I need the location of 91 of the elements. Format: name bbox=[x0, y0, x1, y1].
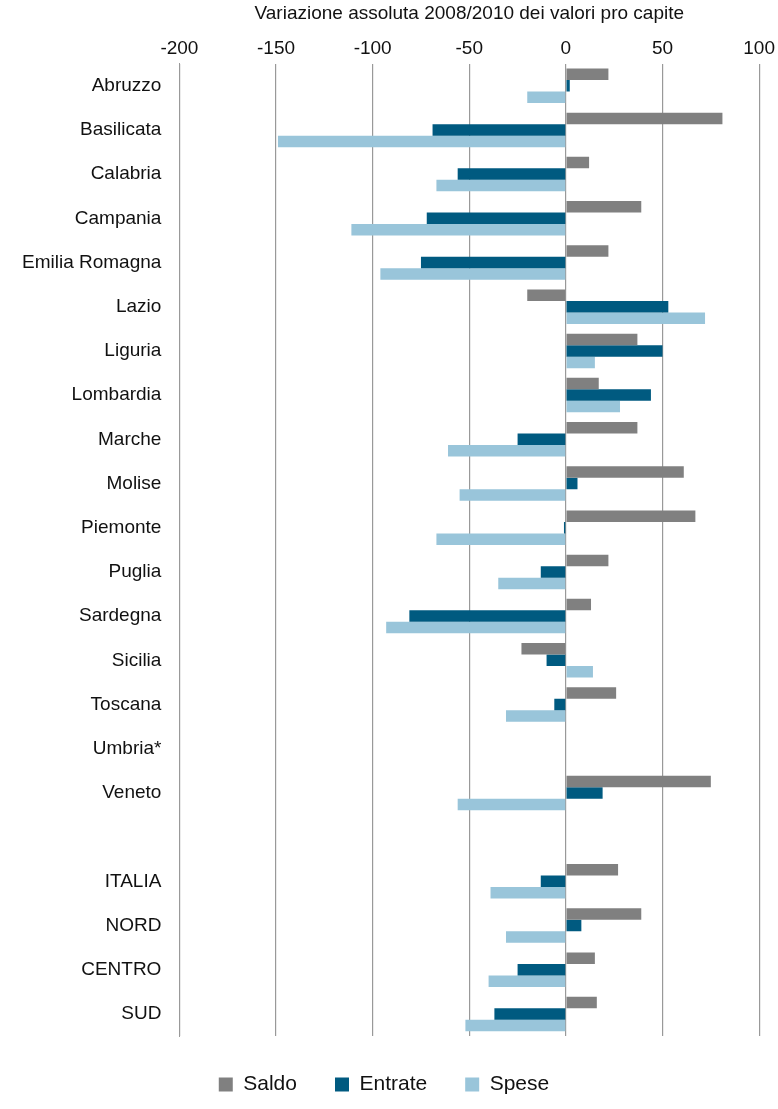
bar bbox=[554, 698, 566, 711]
bar bbox=[566, 908, 642, 920]
y-tick-label: Campania bbox=[74, 206, 162, 228]
bar bbox=[380, 268, 566, 280]
bar bbox=[517, 963, 566, 976]
bar bbox=[432, 124, 566, 136]
bar bbox=[494, 1008, 566, 1020]
bar bbox=[566, 787, 603, 799]
bar bbox=[488, 975, 566, 987]
legend-label: Entrate bbox=[359, 1071, 428, 1095]
bar bbox=[459, 489, 566, 501]
y-tick-label: Veneto bbox=[102, 781, 162, 803]
x-tick-label: -150 bbox=[257, 37, 296, 59]
bar bbox=[505, 931, 566, 943]
x-tick-label: 100 bbox=[743, 37, 775, 59]
bar bbox=[546, 654, 566, 667]
bar bbox=[436, 533, 566, 545]
bar bbox=[498, 577, 566, 590]
legend-label: Spese bbox=[489, 1071, 550, 1095]
legend-label: Saldo bbox=[243, 1071, 297, 1095]
y-tick-label: Umbria* bbox=[92, 736, 162, 758]
bar bbox=[490, 887, 566, 899]
bar bbox=[505, 710, 566, 722]
bar bbox=[540, 566, 566, 578]
bar bbox=[566, 598, 592, 611]
bar bbox=[566, 466, 684, 478]
y-tick-label: Calabria bbox=[90, 162, 162, 184]
bar bbox=[386, 621, 566, 634]
bar bbox=[566, 377, 599, 390]
bar bbox=[566, 864, 619, 876]
bar bbox=[566, 919, 582, 932]
bar bbox=[351, 224, 566, 236]
x-tick-label: 0 bbox=[560, 37, 572, 59]
x-tick-label: -100 bbox=[353, 37, 392, 59]
bar bbox=[566, 477, 578, 490]
bar bbox=[540, 875, 566, 888]
bar bbox=[566, 156, 590, 169]
bar bbox=[566, 952, 595, 964]
bar bbox=[566, 300, 669, 313]
bar bbox=[566, 996, 597, 1009]
bar bbox=[566, 68, 609, 80]
bar bbox=[426, 212, 566, 225]
y-tick-label: Sardegna bbox=[78, 604, 162, 626]
bar bbox=[436, 179, 566, 192]
y-tick-label: CENTRO bbox=[81, 957, 162, 979]
bar bbox=[566, 510, 696, 522]
y-tick-label: ITALIA bbox=[104, 869, 162, 891]
bar bbox=[527, 91, 566, 103]
bar bbox=[566, 356, 595, 369]
bar bbox=[409, 610, 566, 622]
bar bbox=[465, 1019, 566, 1032]
bar bbox=[566, 775, 711, 788]
bar bbox=[566, 112, 723, 125]
bar bbox=[566, 201, 642, 213]
bar bbox=[566, 245, 609, 257]
bar bbox=[566, 389, 651, 401]
bar bbox=[566, 687, 617, 699]
y-tick-label: Basilicata bbox=[80, 118, 162, 140]
bar bbox=[566, 79, 570, 92]
bar bbox=[457, 168, 566, 180]
bar bbox=[566, 422, 638, 434]
y-tick-label: NORD bbox=[105, 913, 162, 935]
bar bbox=[566, 666, 593, 678]
bar bbox=[566, 333, 638, 346]
bar bbox=[566, 312, 706, 324]
x-tick-label: -200 bbox=[160, 37, 199, 59]
bar bbox=[566, 345, 663, 357]
y-tick-label: Puglia bbox=[108, 560, 162, 582]
y-tick-label: Molise bbox=[106, 471, 162, 493]
y-tick-label: Lazio bbox=[115, 294, 162, 316]
y-tick-label: SUD bbox=[121, 1002, 162, 1024]
y-tick-label: Abruzzo bbox=[91, 73, 162, 95]
x-tick-label: 50 bbox=[651, 37, 674, 59]
bar bbox=[527, 289, 566, 301]
bar bbox=[448, 445, 566, 457]
y-tick-label: Piemonte bbox=[81, 515, 162, 537]
y-tick-label: Lombardia bbox=[71, 383, 162, 405]
bar bbox=[566, 554, 609, 567]
x-tick-label: -50 bbox=[455, 37, 484, 59]
bar bbox=[521, 643, 566, 655]
x-axis-title: Variazione assoluta 2008/2010 dei valori pro capite bbox=[254, 1, 685, 23]
y-tick-label: Emilia Romagna bbox=[21, 250, 162, 272]
bar bbox=[277, 135, 566, 148]
bar bbox=[566, 400, 621, 413]
y-tick-label: Marche bbox=[98, 427, 162, 449]
y-tick-label: Sicilia bbox=[111, 648, 162, 670]
bar bbox=[517, 433, 566, 446]
bar bbox=[420, 256, 566, 269]
y-tick-label: Toscana bbox=[90, 692, 162, 714]
y-tick-label: Liguria bbox=[104, 339, 162, 361]
bar bbox=[457, 798, 566, 811]
